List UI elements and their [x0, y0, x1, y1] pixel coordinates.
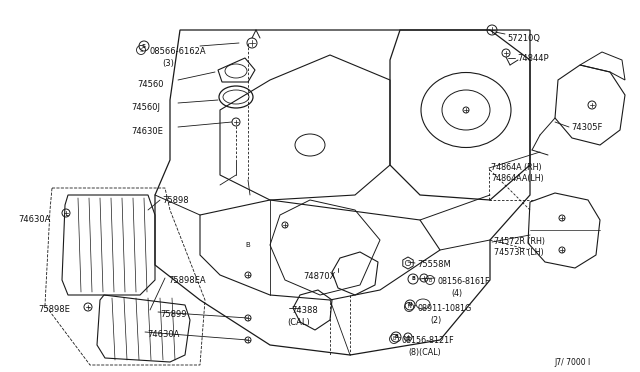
- Text: N: N: [408, 302, 412, 308]
- Text: S: S: [140, 48, 143, 52]
- Text: 75898EA: 75898EA: [168, 276, 205, 285]
- Text: 57210Q: 57210Q: [507, 34, 540, 43]
- Text: J7/ 7000 I: J7/ 7000 I: [554, 358, 590, 367]
- Text: 08911-1081G: 08911-1081G: [417, 304, 471, 313]
- Text: 74630E: 74630E: [131, 127, 163, 136]
- Text: 74573R (LH): 74573R (LH): [494, 248, 544, 257]
- Text: (CAL): (CAL): [287, 318, 310, 327]
- Text: N: N: [407, 305, 411, 310]
- Text: B: B: [428, 278, 432, 282]
- Text: 08156-8121F: 08156-8121F: [402, 336, 454, 345]
- Text: 75898: 75898: [162, 196, 189, 205]
- Text: 74864AA(LH): 74864AA(LH): [491, 174, 544, 183]
- Text: 74864A (RH): 74864A (RH): [491, 163, 541, 172]
- Text: 75899: 75899: [160, 310, 186, 319]
- Text: 74630A: 74630A: [18, 215, 51, 224]
- Text: 74560: 74560: [137, 80, 163, 89]
- Text: 74388: 74388: [291, 306, 317, 315]
- Text: 75898E: 75898E: [38, 305, 70, 314]
- Text: 74844P: 74844P: [517, 54, 548, 63]
- Text: 74305F: 74305F: [571, 123, 602, 132]
- Text: 74870X: 74870X: [303, 272, 335, 281]
- Text: 74560J: 74560J: [131, 103, 160, 112]
- Text: 08566-6162A: 08566-6162A: [149, 47, 205, 56]
- Text: S: S: [142, 44, 146, 48]
- Text: (8)(CAL): (8)(CAL): [408, 348, 441, 357]
- Text: (2): (2): [430, 316, 441, 325]
- Text: (4): (4): [451, 289, 462, 298]
- Text: 08156-8161F: 08156-8161F: [438, 277, 490, 286]
- Text: B: B: [246, 242, 250, 248]
- Text: B: B: [394, 334, 398, 340]
- Text: (3): (3): [162, 59, 174, 68]
- Text: B: B: [411, 276, 415, 282]
- Text: 75558M: 75558M: [417, 260, 451, 269]
- Text: B: B: [392, 337, 396, 341]
- Text: 74572R (RH): 74572R (RH): [494, 237, 545, 246]
- Text: 74630A: 74630A: [147, 330, 179, 339]
